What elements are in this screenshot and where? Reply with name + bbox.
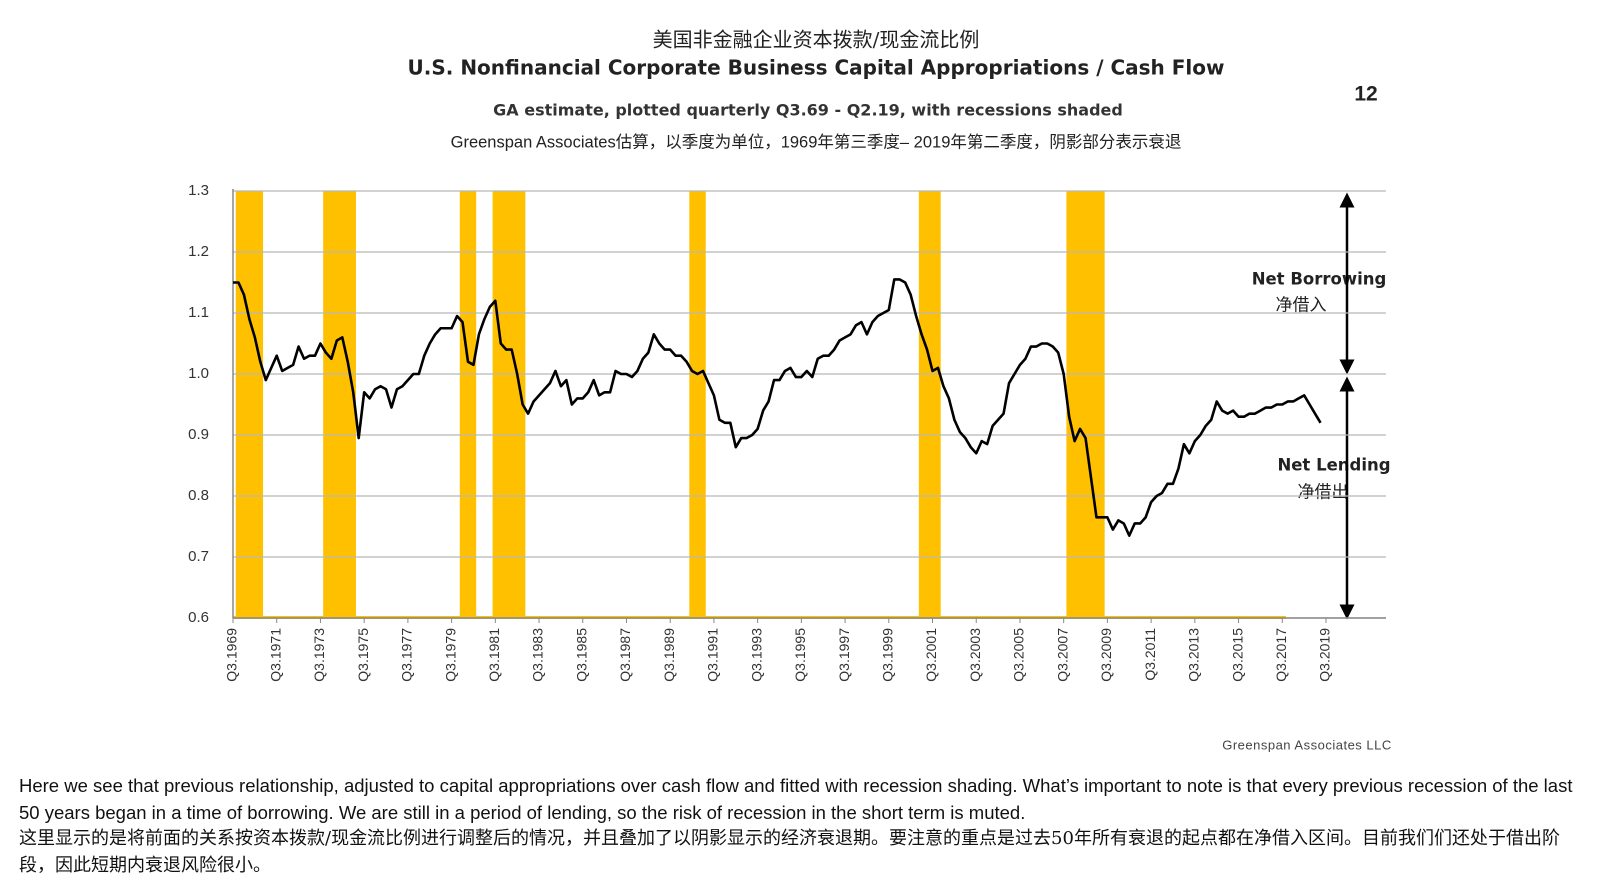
x-tick-label: Q3.1983 [530,628,546,682]
recession-band [235,191,264,618]
y-tick-label: 0.8 [188,487,209,504]
x-tick-label: Q3.2003 [967,628,983,682]
chart-title-cn: 美国非金融企业资本拨款/现金流比例 [653,28,980,52]
x-tick-label: Q3.1973 [311,628,327,682]
x-tick-label: Q3.1997 [836,628,852,682]
x-tick-label: Q3.1995 [792,628,808,682]
x-tick-label: Q3.1981 [486,628,502,682]
x-tick-label: Q3.1993 [748,628,764,682]
x-tick-label: Q3.1977 [399,628,415,682]
recession-band [918,191,941,618]
y-tick-label: 1.1 [188,304,209,321]
x-tick-label: Q3.2019 [1317,628,1333,682]
chart: 美国非金融企业资本拨款/现金流比例 U.S. Nonfinancial Corp… [188,28,1392,753]
x-tick-label: Q3.1971 [267,628,283,682]
x-tick-label: Q3.1979 [442,628,458,682]
x-tick-label: Q3.2011 [1142,628,1158,681]
annotation: Net Lending [1277,456,1390,475]
chart-title: U.S. Nonfinancial Corporate Business Cap… [408,56,1225,80]
x-tick-label: Q3.1969 [224,628,240,682]
y-tick-label: 0.6 [188,609,209,626]
data-line [233,278,1322,537]
x-tick-label: Q3.2009 [1098,628,1114,682]
recession-band [323,191,356,618]
x-tick-label: Q3.2017 [1273,628,1289,682]
x-tick-label: Q3.2015 [1229,628,1245,682]
y-tick-label: 1.3 [188,182,209,199]
y-tick-label: 0.7 [188,548,209,565]
x-tick-label: Q3.1987 [617,628,633,682]
page-number: 12 [1354,83,1377,106]
recession-band [459,191,477,618]
x-tick-label: Q3.1975 [355,628,371,682]
body-cn: 这里显示的是将前面的关系按资本拨款/现金流比例进行调整后的情况，并且叠加了以阴影… [19,828,1560,876]
recession-band [492,191,526,618]
x-tick-label: Q3.2005 [1011,628,1027,682]
annotation: 净借出 [1298,483,1349,503]
x-tick-label: Q3.1999 [880,628,896,682]
y-tick-label: 1.2 [188,243,209,260]
x-tick-label: Q3.2001 [923,628,939,682]
y-tick-label: 1.0 [188,365,209,382]
x-tick-label: Q3.2013 [1186,628,1202,682]
body-text: Here we see that previous relationship, … [19,773,1589,879]
annotation: Net Borrowing [1252,270,1387,289]
source: Greenspan Associates LLC [1222,737,1392,752]
recession-band [1066,191,1105,618]
x-tick-label: Q3.2007 [1054,628,1070,682]
chart-subtitle: GA estimate, plotted quarterly Q3.69 - Q… [493,101,1123,120]
chart-subtitle-cn: Greenspan Associates估算，以季度为单位，1969年第三季度–… [451,132,1182,151]
x-tick-label: Q3.1991 [705,628,721,682]
x-tick-label: Q3.1989 [661,628,677,682]
x-tick-label: Q3.1985 [573,628,589,682]
recession-band [689,191,706,618]
y-tick-label: 0.9 [188,426,209,443]
annotation: 净借入 [1276,296,1327,316]
body-en: Here we see that previous relationship, … [19,775,1573,823]
